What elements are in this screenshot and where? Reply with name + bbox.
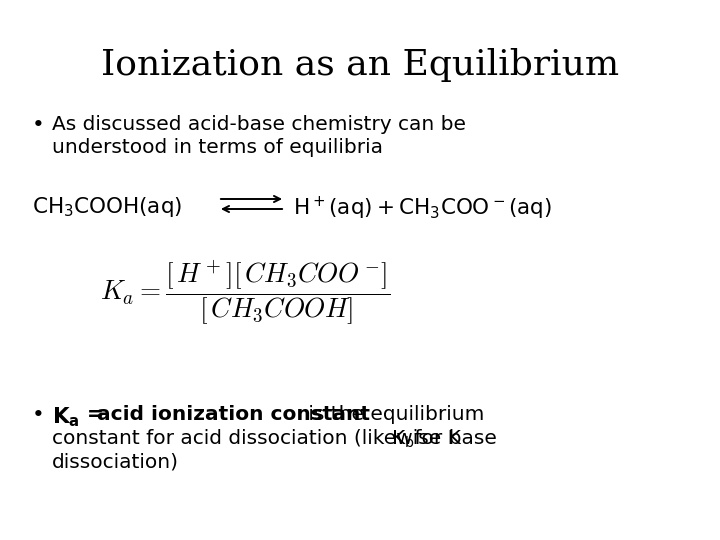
Text: understood in terms of equilibria: understood in terms of equilibria bbox=[52, 138, 383, 157]
Text: acid ionization constant: acid ionization constant bbox=[97, 405, 370, 424]
Text: $K_a = \dfrac{[\,H^+][\,CH_3COO^-\!]}{[\,CH_3COOH]}$: $K_a = \dfrac{[\,H^+][\,CH_3COO^-\!]}{[\… bbox=[100, 258, 390, 328]
Text: $\mathsf{H^+(aq) + CH_3COO^-(aq)}$: $\mathsf{H^+(aq) + CH_3COO^-(aq)}$ bbox=[293, 195, 552, 222]
Text: $\mathsf{CH_3COOH(aq)}$: $\mathsf{CH_3COOH(aq)}$ bbox=[32, 195, 182, 219]
Text: is the equilibrium: is the equilibrium bbox=[302, 405, 485, 424]
Text: for base: for base bbox=[408, 429, 497, 448]
Text: As discussed acid-base chemistry can be: As discussed acid-base chemistry can be bbox=[52, 115, 466, 134]
Text: Ionization as an Equilibrium: Ionization as an Equilibrium bbox=[101, 48, 619, 82]
Text: constant for acid dissociation (likewise K: constant for acid dissociation (likewise… bbox=[52, 429, 461, 448]
Text: dissociation): dissociation) bbox=[52, 453, 179, 472]
Text: •: • bbox=[32, 115, 45, 135]
Text: =: = bbox=[80, 405, 111, 424]
Text: $\mathsf{K_b}$: $\mathsf{K_b}$ bbox=[391, 429, 415, 450]
Text: $\mathbf{K}_\mathbf{a}$: $\mathbf{K}_\mathbf{a}$ bbox=[52, 405, 80, 429]
Text: •: • bbox=[32, 405, 45, 425]
